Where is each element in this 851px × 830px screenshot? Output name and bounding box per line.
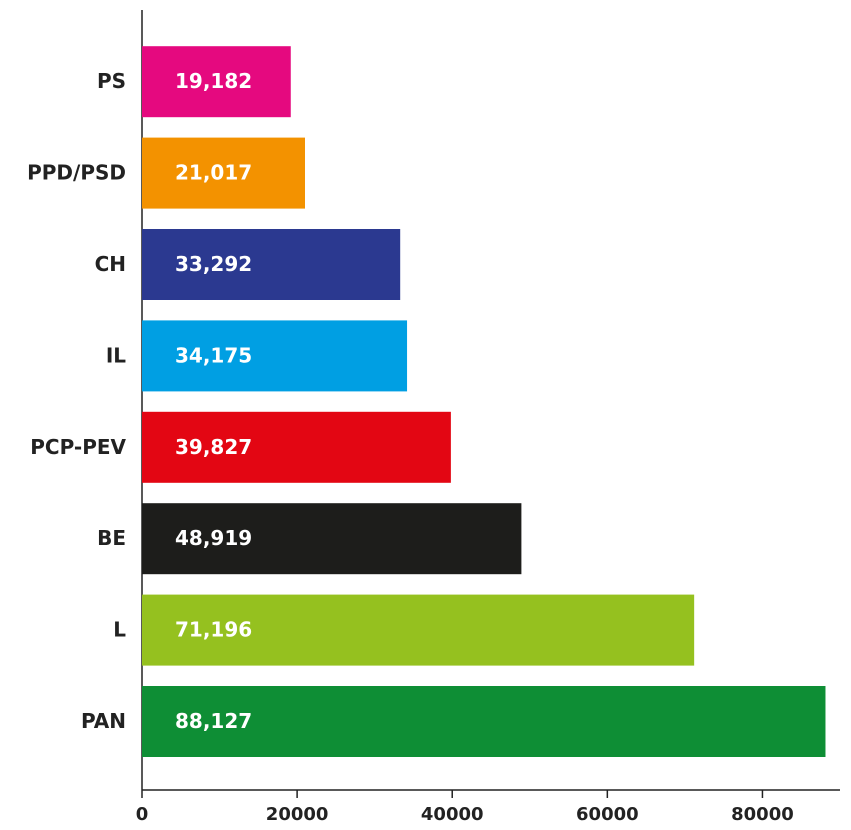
- value-label: 21,017: [175, 161, 252, 185]
- bar: [142, 229, 401, 300]
- y-tick-label: PAN: [81, 709, 126, 733]
- y-tick-label: BE: [97, 526, 126, 550]
- value-label: 48,919: [175, 526, 252, 550]
- value-label: 39,827: [175, 435, 252, 459]
- y-tick-label: PPD/PSD: [27, 161, 126, 185]
- x-tick-label: 80000: [731, 804, 794, 825]
- bar: [142, 686, 826, 757]
- bar: [142, 46, 291, 118]
- x-tick-label: 0: [136, 804, 149, 825]
- y-tick-label: L: [113, 618, 126, 642]
- bar: [142, 320, 408, 392]
- y-tick-label: PS: [97, 69, 126, 93]
- bar: [142, 137, 305, 209]
- value-label: 88,127: [175, 709, 252, 733]
- y-tick-label: CH: [95, 252, 126, 276]
- value-label: 71,196: [175, 618, 252, 642]
- y-tick-label: IL: [106, 343, 126, 367]
- x-tick-label: 60000: [576, 804, 639, 825]
- bar: [142, 503, 522, 575]
- y-tick-label: PCP-PEV: [30, 435, 126, 459]
- x-tick-label: 40000: [421, 804, 484, 825]
- value-label: 34,175: [175, 343, 252, 367]
- value-label: 33,292: [175, 252, 252, 276]
- bar: [142, 594, 695, 666]
- bar: [142, 411, 451, 483]
- x-tick-label: 20000: [266, 804, 329, 825]
- value-label: 19,182: [175, 69, 252, 93]
